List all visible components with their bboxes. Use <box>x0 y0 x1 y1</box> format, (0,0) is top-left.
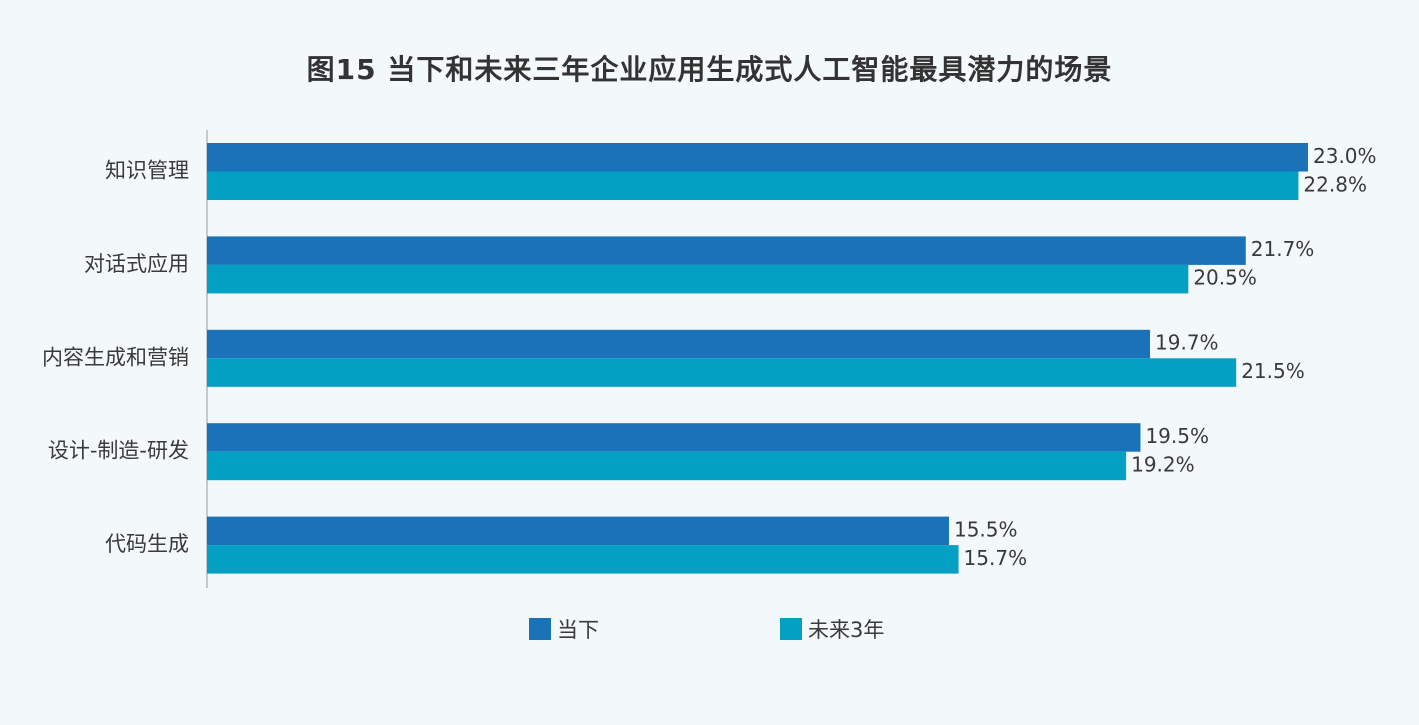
legend-label-current: 当下 <box>557 618 599 642</box>
data-label: 19.7% <box>1155 331 1219 355</box>
bar-future <box>207 171 1299 200</box>
legend-swatch-current <box>529 618 551 640</box>
bar-current <box>207 423 1141 452</box>
bar-current <box>207 329 1151 359</box>
category-label: 设计-制造-研发 <box>48 439 189 463</box>
data-label: 22.8% <box>1303 172 1367 196</box>
data-label: 15.7% <box>964 546 1028 570</box>
legend: 当下 未来3年 <box>0 614 1419 644</box>
data-label: 21.5% <box>1241 359 1305 383</box>
bar-current <box>207 143 1308 172</box>
category-label: 内容生成和营销 <box>42 345 189 369</box>
bar-future <box>207 358 1237 387</box>
bar-current <box>207 236 1246 265</box>
bar-future <box>207 264 1189 294</box>
legend-item-current: 当下 <box>529 614 599 644</box>
legend-label-future: 未来3年 <box>808 618 885 642</box>
chart-title: 图15 当下和未来三年企业应用生成式人工智能最具潜力的场景 <box>306 53 1113 86</box>
legend-swatch-future <box>780 618 802 640</box>
bar-future <box>207 451 1127 481</box>
data-label: 15.5% <box>954 517 1018 541</box>
data-label: 20.5% <box>1193 266 1257 290</box>
data-label: 19.2% <box>1131 452 1195 476</box>
data-label: 21.7% <box>1251 237 1315 261</box>
category-label: 知识管理 <box>105 159 189 183</box>
bar-future <box>207 545 959 574</box>
category-label: 对话式应用 <box>84 252 189 276</box>
bar-current <box>207 516 949 546</box>
category-label: 代码生成 <box>105 532 189 556</box>
data-label: 23.0% <box>1313 144 1377 168</box>
legend-item-future: 未来3年 <box>780 614 884 644</box>
data-label: 19.5% <box>1145 424 1209 448</box>
